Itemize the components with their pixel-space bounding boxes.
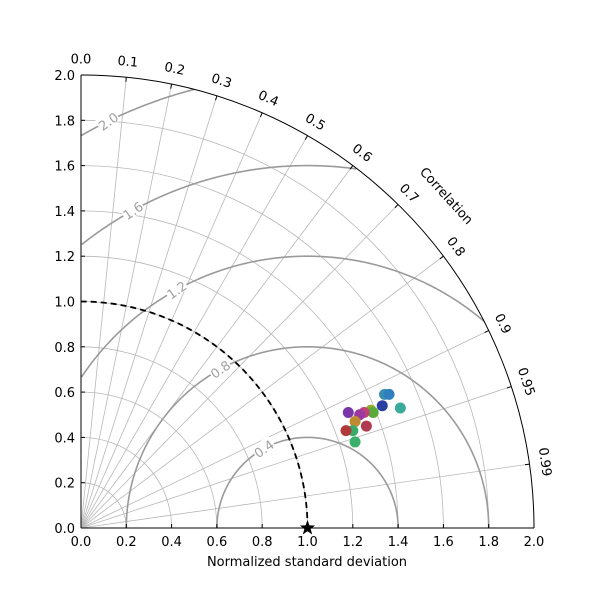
x-tick-label: 0.2 [116, 535, 137, 550]
std-gridline [81, 211, 398, 528]
y-tick-label: 0.8 [54, 341, 75, 356]
correlation-tick-label: 0.2 [163, 60, 186, 79]
reference-star-marker [300, 520, 315, 534]
rmsd-contour-label: 0.4 [252, 438, 278, 462]
y-tick-label: 0.0 [54, 522, 75, 537]
y-tick-label: 1.8 [54, 114, 75, 129]
y-tick-label: 1.6 [54, 160, 75, 175]
data-point [343, 407, 354, 418]
data-point [361, 421, 372, 432]
x-tick-label: 2.0 [524, 535, 545, 550]
correlation-tick [507, 387, 511, 388]
std-gridline [81, 256, 353, 528]
x-tick-label: 1.6 [433, 535, 454, 550]
rmsd-contour-label: 1.6 [121, 200, 147, 224]
correlation-tick-label: 0.4 [256, 88, 281, 110]
x-tick-label: 0.8 [252, 535, 273, 550]
correlation-tick [260, 113, 262, 117]
y-tick-label: 0.6 [54, 386, 75, 401]
y-tick-label: 0.2 [54, 477, 75, 492]
x-tick-label: 1.0 [297, 535, 318, 550]
correlation-tick-label: 0.1 [117, 54, 139, 71]
correlation-tick-label: 0.7 [396, 181, 421, 206]
x-tick-label: 1.2 [342, 535, 363, 550]
correlation-tick [395, 204, 398, 207]
y-tick-label: 1.2 [54, 250, 75, 265]
x-axis-label: Normalized standard deviation [207, 555, 407, 570]
points-layer [300, 389, 406, 535]
rmsd-contour [81, 89, 194, 135]
x-tick-label: 1.8 [478, 535, 499, 550]
rmsd-contour [82, 256, 485, 377]
rmsd-contour-layer: 0.4 0.8 1.2 1.6 2.0 [81, 89, 489, 528]
y-tick-label: 2.0 [54, 69, 75, 84]
correlation-tick-label: 0.99 [535, 447, 554, 478]
correlation-tick [216, 96, 217, 100]
rmsd-contour-label: 2.0 [96, 110, 122, 134]
correlation-tick-label: 0.6 [349, 141, 375, 165]
x-tick-label: 1.4 [388, 535, 409, 550]
correlation-tick-label: 0.95 [514, 366, 537, 398]
correlation-tick-label: 0.5 [302, 111, 327, 134]
x-tick-label: 0.6 [207, 535, 228, 550]
correlation-tick-label: 0.9 [491, 311, 514, 336]
y-tick-label: 1.0 [54, 296, 75, 311]
data-point [350, 436, 361, 447]
rmsd-contour [82, 166, 356, 245]
data-point [377, 400, 388, 411]
correlation-axis-label: Correlation [416, 165, 475, 228]
x-tick-label: 0.0 [71, 535, 92, 550]
rmsd-contour-label: 1.2 [165, 279, 191, 303]
outer-correlation-arc [81, 75, 534, 528]
axes-layer [81, 75, 534, 528]
correlation-tick [171, 84, 172, 88]
correlation-tick-label: 0.3 [209, 71, 233, 92]
correlation-tick [440, 256, 444, 259]
grid-layer [81, 75, 529, 528]
x-tick-label: 0.4 [161, 535, 182, 550]
correlation-tick-label: 0.8 [443, 234, 467, 260]
data-point [395, 402, 406, 413]
data-point [341, 425, 352, 436]
correlation-tick [485, 331, 489, 333]
rmsd-contour-label: 0.8 [208, 358, 234, 382]
correlation-tick [305, 136, 307, 140]
y-tick-label: 0.4 [54, 431, 75, 446]
correlation-tick [525, 464, 529, 465]
correlation-tick-label: 0.0 [71, 53, 92, 68]
y-tick-label: 1.4 [54, 205, 75, 220]
data-point [384, 389, 395, 400]
